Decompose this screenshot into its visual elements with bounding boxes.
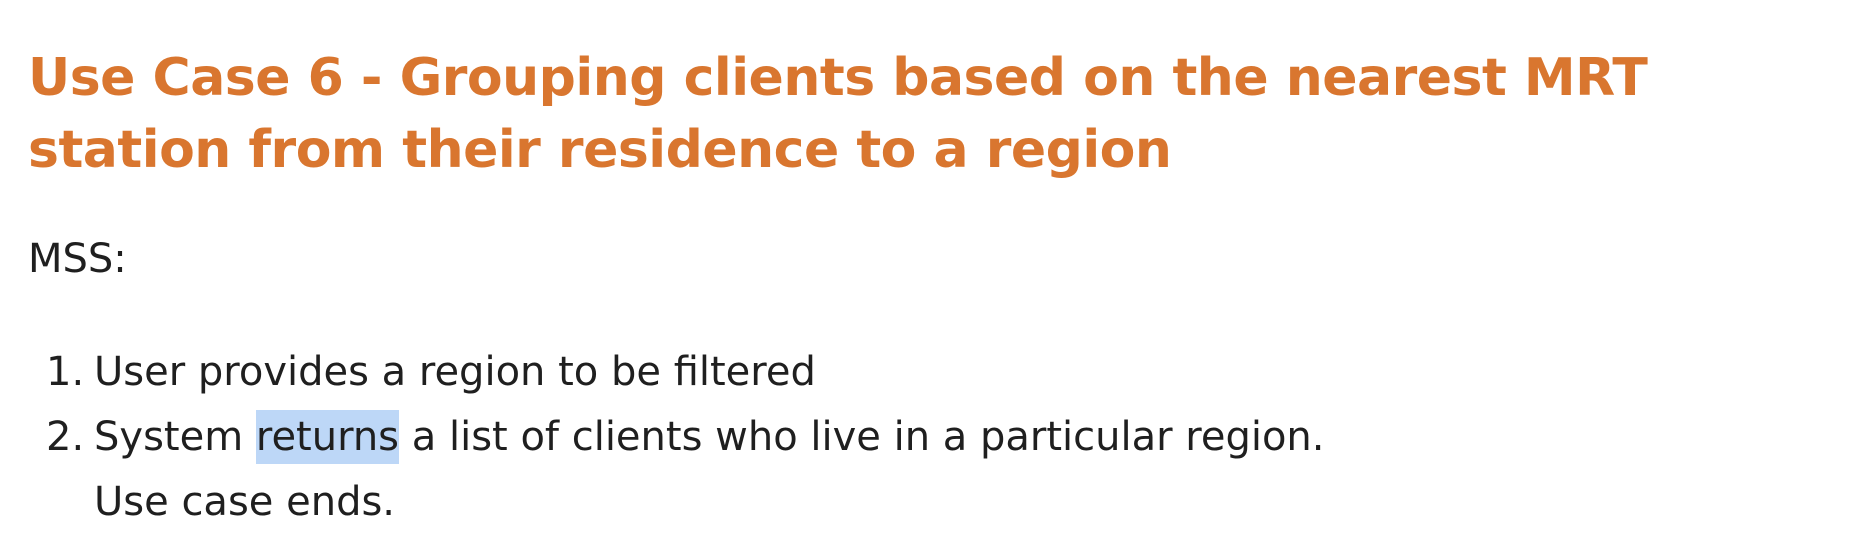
mss-step-1: 1. User provides a region to be filtered (28, 340, 1325, 405)
step-text: User provides a region to be filtered (94, 349, 816, 395)
selected-text[interactable]: returns (255, 410, 400, 464)
step-text-after: a list of clients who live in a particul… (399, 414, 1325, 460)
step-number: 2. (46, 414, 85, 460)
document-page: Use Case 6 - Grouping clients based on t… (28, 42, 1848, 525)
use-case-title: Grouping clients based on the nearest MR… (28, 48, 1648, 180)
step-number: 1. (46, 349, 85, 395)
heading-separator: - (343, 48, 400, 108)
mss-label: MSS: (28, 236, 127, 282)
step-text: System returns a list of clients who liv… (94, 405, 1325, 470)
step-continuation: Use case ends. (94, 479, 396, 525)
mss-steps-list: 1. User provides a region to be filtered… (28, 340, 1325, 535)
step-text-before: System (94, 414, 256, 460)
use-case-id: Use Case 6 (28, 48, 344, 108)
mss-step-2: 2. System returns a list of clients who … (28, 405, 1325, 535)
use-case-heading: Use Case 6 - Grouping clients based on t… (28, 42, 1838, 186)
